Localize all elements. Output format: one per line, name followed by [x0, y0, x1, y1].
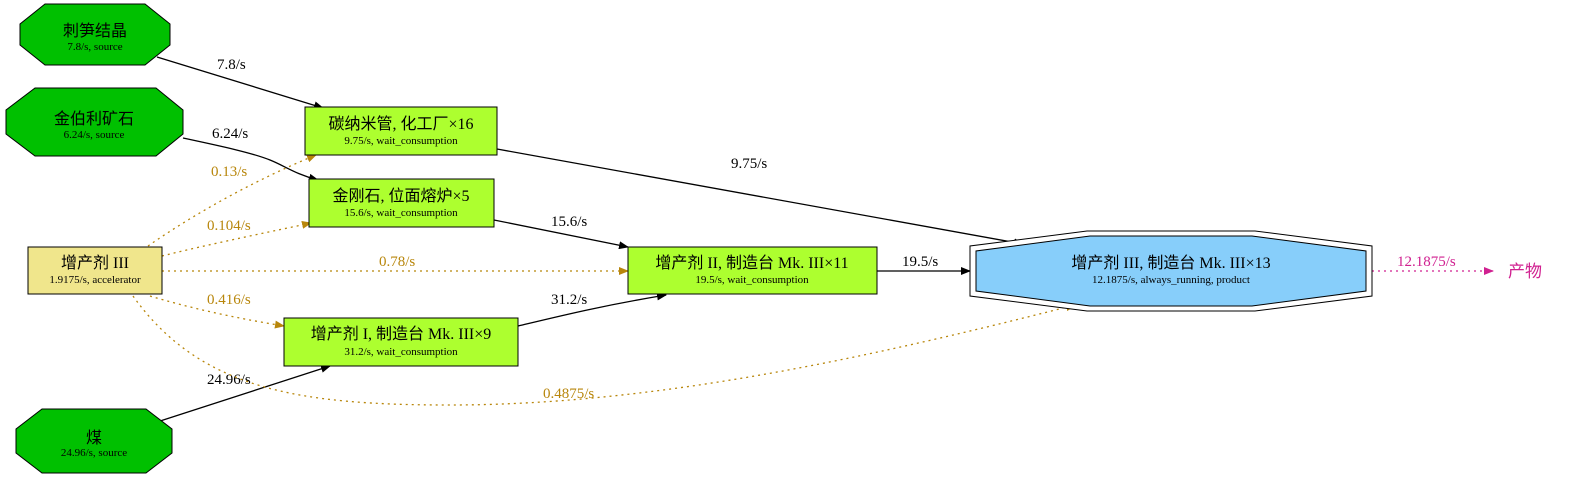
sink-label: 产物: [1508, 262, 1542, 281]
node-zengchanji-ii[interactable]: 增产剂 II, 制造台 Mk. III×11 19.5/s, wait_cons…: [627, 246, 878, 295]
edge-jinboli-to-jingangshi: 6.24/s: [182, 126, 319, 182]
node-rect-shape: [283, 317, 519, 367]
edge-label-acc-zengchan2: 0.78/s: [379, 254, 415, 270]
edge-label-cishun-tannami: 7.8/s: [217, 57, 246, 73]
node-title: 碳纳米管, 化工厂×16: [328, 115, 473, 133]
node-subtitle: 31.2/s, wait_consumption: [344, 346, 458, 358]
edge-zengchan1-to-zengchan2: 31.2/s: [517, 292, 667, 327]
edge-accelerator-to-tannami: 0.13/s: [147, 154, 317, 247]
edge-jingangshi-to-zengchan2: 15.6/s: [493, 214, 629, 250]
node-accelerator-zengchanji-iii[interactable]: 增产剂 III 1.9175/s, accelerator: [27, 246, 163, 295]
node-subtitle: 15.6/s, wait_consumption: [344, 207, 458, 219]
node-subtitle: 1.9175/s, accelerator: [49, 274, 141, 286]
node-rect-shape: [627, 246, 878, 295]
node-jinboli-kuangshi[interactable]: 金伯利矿石 6.24/s, source: [5, 87, 184, 157]
node-jingangshi[interactable]: 金刚石, 位面熔炉×5 15.6/s, wait_consumption: [308, 178, 495, 228]
node-product-zengchanji-iii[interactable]: 增产剂 III, 制造台 Mk. III×13 12.1875/s, alway…: [969, 230, 1373, 312]
node-subtitle: 6.24/s, source: [64, 129, 125, 141]
node-rect-shape: [308, 178, 495, 228]
node-rect-shape: [27, 246, 163, 295]
node-tannamiguan[interactable]: 碳纳米管, 化工厂×16 9.75/s, wait_consumption: [304, 106, 498, 156]
edge-label-acc-zengchan1: 0.416/s: [207, 292, 251, 308]
node-title: 金伯利矿石: [54, 110, 134, 128]
node-title: 增产剂 III, 制造台 Mk. III×13: [1071, 254, 1270, 272]
node-subtitle: 12.1875/s, always_running, product: [1092, 274, 1250, 286]
edge-accelerator-to-jingangshi: 0.104/s: [161, 218, 312, 257]
edge-mei-to-zengchan1: 24.96/s: [156, 364, 331, 423]
edge-tannami-to-product: 9.75/s: [496, 148, 1024, 247]
node-cishun-jingjing[interactable]: 刺笋结晶 7.8/s, source: [19, 3, 171, 66]
node-subtitle: 19.5/s, wait_consumption: [695, 274, 809, 286]
node-title: 增产剂 III: [61, 254, 129, 272]
node-octagon-shape: [5, 87, 184, 157]
edge-label-acc-product: 0.4875/s: [543, 386, 594, 402]
node-rect-shape: [304, 106, 498, 156]
edge-label-tannami-product: 9.75/s: [731, 156, 767, 172]
edge-label-acc-jingangshi: 0.104/s: [207, 218, 251, 234]
node-subtitle: 7.8/s, source: [67, 41, 122, 53]
node-title: 煤: [86, 429, 102, 447]
edge-label-jingangshi-zengchan2: 15.6/s: [551, 214, 587, 230]
node-zengchanji-i[interactable]: 增产剂 I, 制造台 Mk. III×9 31.2/s, wait_consum…: [283, 317, 519, 367]
edge-label-acc-tannami: 0.13/s: [211, 164, 247, 180]
node-title: 增产剂 II, 制造台 Mk. III×11: [655, 254, 848, 272]
edge-accelerator-to-product: 0.4875/s: [132, 295, 1076, 406]
edge-zengchan2-to-product: 19.5/s: [877, 254, 971, 275]
edge-accelerator-to-zengchan1: 0.416/s: [149, 292, 285, 329]
edge-label-product-out: 12.1875/s: [1397, 254, 1456, 270]
edge-accelerator-to-zengchan2: 0.78/s: [162, 254, 629, 275]
edge-label-zengchan1-zengchan2: 31.2/s: [551, 292, 587, 308]
node-title: 刺笋结晶: [63, 22, 127, 40]
edge-label-jinboli-jingangshi: 6.24/s: [212, 126, 248, 142]
edge-cishun-to-tannami: 7.8/s: [156, 56, 324, 110]
node-subtitle: 9.75/s, wait_consumption: [344, 135, 458, 147]
node-subtitle: 24.96/s, source: [61, 447, 127, 459]
edge-label-mei-zengchan1: 24.96/s: [207, 372, 251, 388]
edge-label-zengchan2-product: 19.5/s: [902, 254, 938, 270]
edge-product-to-sink: 12.1875/s: [1372, 254, 1494, 275]
node-octagon-shape: [19, 3, 171, 66]
node-octagon-inner: [975, 235, 1367, 307]
node-title: 金刚石, 位面熔炉×5: [332, 187, 469, 205]
node-octagon-shape: [15, 408, 173, 474]
node-title: 增产剂 I, 制造台 Mk. III×9: [311, 325, 492, 343]
node-mei[interactable]: 煤 24.96/s, source: [15, 408, 173, 474]
